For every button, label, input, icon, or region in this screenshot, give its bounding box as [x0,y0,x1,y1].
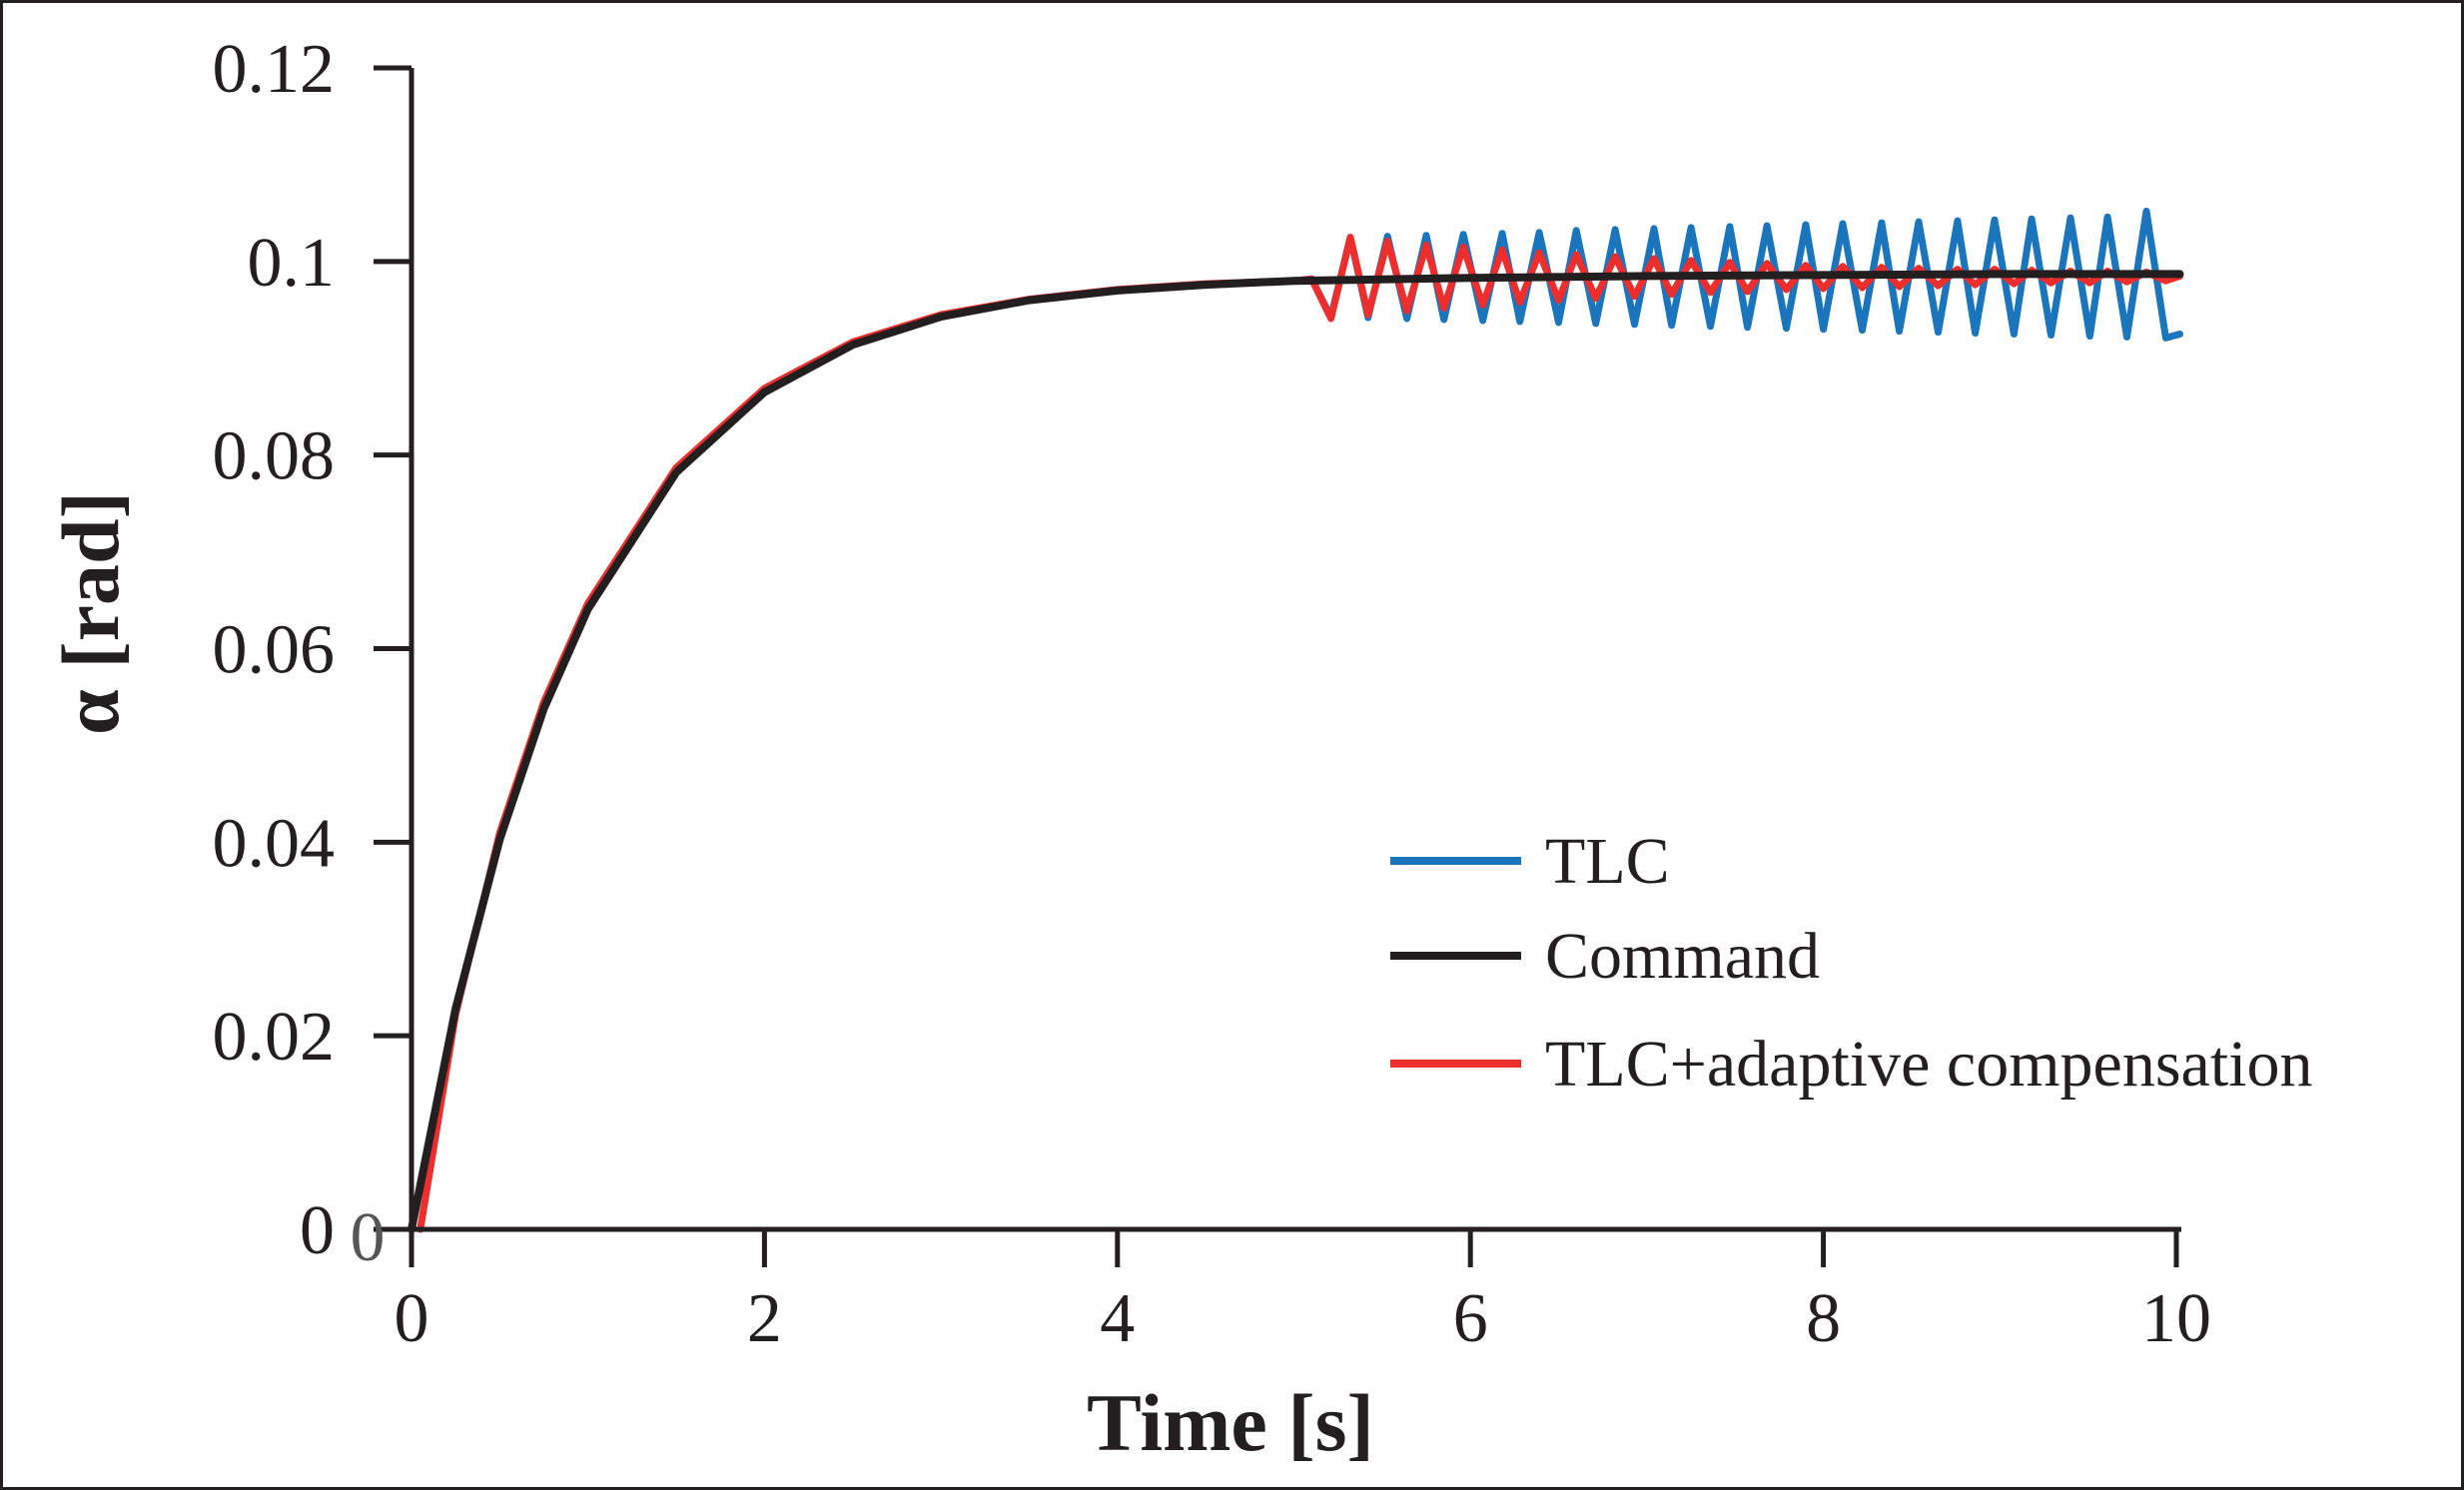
x-tick-label: 10 [2141,1280,2211,1357]
ticks: 0 0.02 0.04 0.06 0.08 0.1 0.12 0 2 4 6 8 10 [213,31,2212,1357]
legend-item: Command [1390,920,1820,993]
x-tick-label: 4 [1100,1280,1135,1357]
legend-label: TLC [1545,825,1670,898]
y-tick-label: 0.06 [213,612,336,689]
y-tick-label: 0.04 [213,805,336,882]
y-tick-label: 0.08 [213,418,336,495]
legend: TLC Command TLC+adaptive compensation [1390,825,2313,1101]
x-tick-label: 8 [1806,1280,1841,1357]
x-tick-label: 2 [747,1280,782,1357]
legend-item: TLC+adaptive compensation [1390,1028,2313,1101]
legend-item: TLC [1390,825,1670,898]
x-tick-label: 6 [1453,1280,1488,1357]
y-axis-title: α [rad] [45,491,136,735]
x-axis-title: Time [s] [1087,1377,1374,1468]
y-tick-label: 0 [300,1192,335,1269]
origin-extra-label: 0 [351,1199,386,1276]
y-tick-label: 0.02 [213,999,336,1076]
x-tick-label: 0 [395,1280,429,1357]
y-tick-label: 0.1 [248,225,336,302]
legend-label: Command [1545,920,1820,993]
plot-series [408,207,2184,1233]
legend-label: TLC+adaptive compensation [1545,1028,2313,1101]
series-line-command [408,270,2184,1233]
y-tick-label: 0.12 [213,31,336,108]
